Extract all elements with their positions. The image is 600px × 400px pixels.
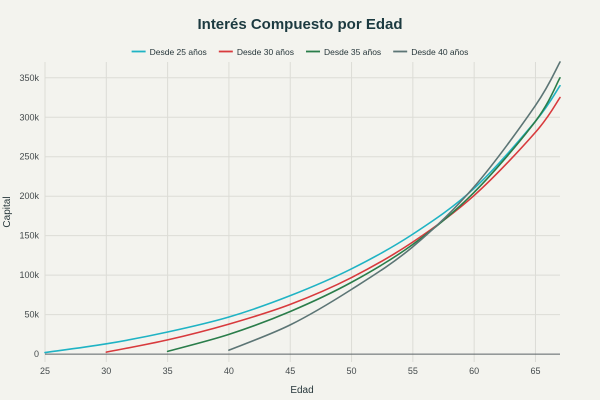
legend-item-label[interactable]: Desde 40 años <box>411 47 468 57</box>
y-tick-label: 150k <box>19 231 39 241</box>
y-tick-label: 0 <box>34 349 39 359</box>
y-tick-label: 200k <box>19 191 39 201</box>
x-axis-label: Edad <box>290 385 313 396</box>
x-tick-label: 30 <box>101 366 111 376</box>
x-tick-label: 40 <box>224 366 234 376</box>
series-line-2 <box>105 96 561 353</box>
x-axis-ticks: 25 30 35 40 45 50 55 60 65 <box>40 366 540 376</box>
y-tick-label: 250k <box>19 152 39 162</box>
series-line-1 <box>44 84 561 354</box>
x-tick-label: 35 <box>163 366 173 376</box>
legend-item-label[interactable]: Desde 30 años <box>237 47 294 57</box>
x-tick-label: 50 <box>347 366 357 376</box>
y-tick-label: 350k <box>19 73 39 83</box>
series-lines <box>44 61 561 354</box>
x-tick-label: 60 <box>469 366 479 376</box>
y-tick-label: 100k <box>19 270 39 280</box>
legend: Desde 25 años Desde 30 años Desde 35 años D… <box>131 47 468 57</box>
grid <box>44 62 560 362</box>
y-tick-label: 50k <box>24 310 39 320</box>
x-tick-label: 25 <box>40 366 50 376</box>
y-tick-label: 300k <box>19 112 39 122</box>
series-line-3 <box>166 76 561 353</box>
series-line-4 <box>228 61 561 351</box>
legend-item-label[interactable]: Desde 25 años <box>150 47 207 57</box>
chart-title: Interés Compuesto por Edad <box>197 16 402 33</box>
y-axis-label: Capital <box>2 196 13 227</box>
x-tick-label: 65 <box>530 366 540 376</box>
x-tick-label: 55 <box>408 366 418 376</box>
y-axis-ticks: 0 50k 100k 150k 200k 250k 300k 350k <box>19 73 39 359</box>
legend-item-label[interactable]: Desde 35 años <box>324 47 381 57</box>
x-tick-label: 45 <box>285 366 295 376</box>
